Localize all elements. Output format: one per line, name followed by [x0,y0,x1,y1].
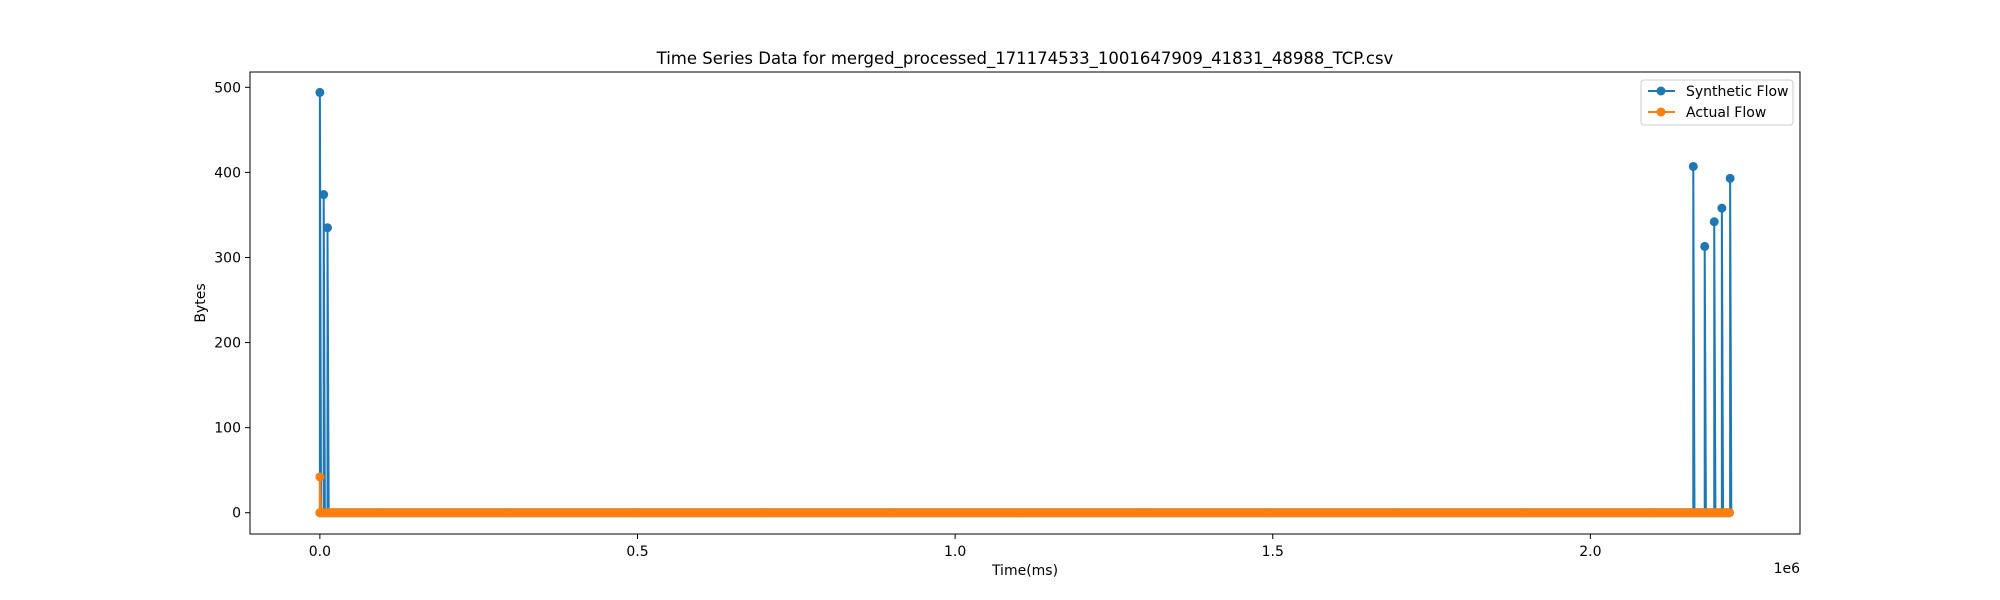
y-axis-label: Bytes [193,283,209,322]
legend-actual-marker [1656,107,1666,117]
peak-marker [1717,203,1727,213]
legend: Synthetic Flow Actual Flow [1640,79,1794,126]
series-line [318,91,1733,514]
x-tick-label: 0.5 [626,544,648,560]
peak-marker [315,472,325,482]
peak-marker [1688,161,1698,171]
legend-box [1640,79,1794,126]
y-tick-label: 200 [214,336,241,352]
x-axis-label: Time(ms) [991,563,1058,579]
peak-marker [323,223,332,233]
legend-synthetic-marker [1656,86,1666,96]
y-tick-label: 0 [232,506,241,522]
y-tick-label: 100 [214,421,241,437]
peak-marker [319,190,329,200]
legend-synthetic-label: Synthetic Flow [1686,84,1789,100]
x-tick-label: 0.0 [309,544,331,560]
peak-marker [1725,173,1735,183]
chart-title: Time Series Data for merged_processed_17… [656,49,1394,69]
x-tick-label: 2.0 [1579,544,1601,560]
x-tick-label: 1.5 [1262,544,1284,560]
peak-marker [1700,241,1710,251]
y-tick-label: 500 [214,80,241,96]
x-offset-label: 1e6 [1774,561,1801,577]
baseline-marker [1724,508,1734,518]
axes-layer: 0.0 0.5 1.0 1.5 2.0 0 100 200 300 400 500 [214,80,1601,560]
peak-marker [1709,217,1719,227]
peak-marker [315,87,325,97]
y-tick-label: 400 [214,165,241,181]
series-layer [315,87,1735,518]
legend-actual-label: Actual Flow [1686,105,1766,121]
series-synthetic-flow [315,87,1735,518]
plot-frame [249,71,1801,535]
x-tick-label: 1.0 [944,544,966,560]
series-line [318,475,1731,514]
y-tick-label: 300 [214,250,241,266]
series-actual-flow [315,472,1734,518]
